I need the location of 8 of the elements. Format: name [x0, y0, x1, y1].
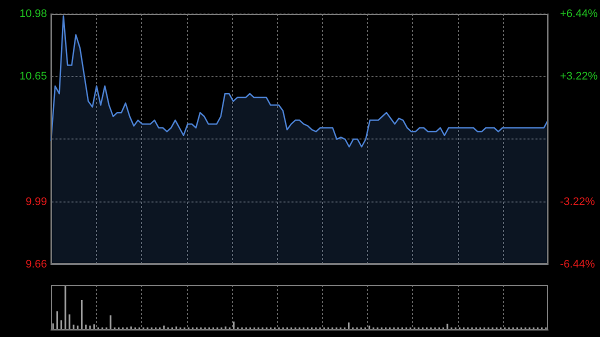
y-tick-label: 10.98: [19, 8, 47, 20]
y-tick-label: 10.65: [19, 70, 47, 83]
y2-tick-label: -3.22%: [560, 196, 596, 208]
y2-tick-label: -6.44%: [560, 258, 596, 270]
y-tick-label: 9.66: [26, 258, 47, 270]
y2-tick-label: +6.44%: [560, 8, 598, 20]
y-tick-label: 9.99: [26, 196, 47, 208]
y2-tick-label: +3.22%: [560, 70, 598, 83]
